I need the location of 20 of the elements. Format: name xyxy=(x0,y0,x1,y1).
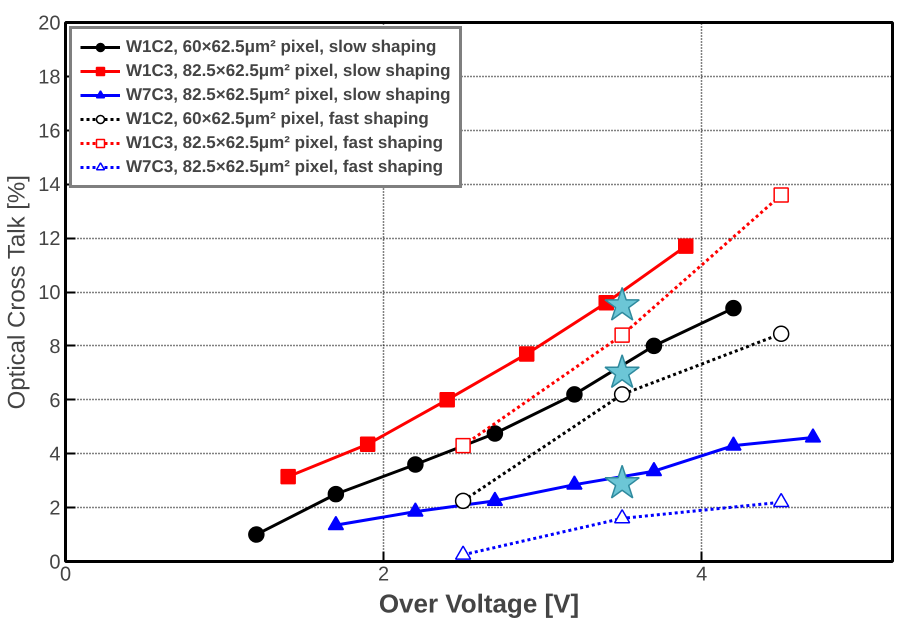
y-tick-label: 10 xyxy=(38,282,61,304)
legend-label: W7C3, 82.5×62.5μm² pixel, fast shaping xyxy=(126,157,443,177)
legend-label: W1C3, 82.5×62.5μm² pixel, fast shaping xyxy=(126,133,443,153)
legend-label: W7C3, 82.5×62.5μm² pixel, slow shaping xyxy=(126,85,451,105)
y-tick-label: 20 xyxy=(38,12,61,34)
y-tick-label: 4 xyxy=(49,444,60,466)
y-tick-label: 14 xyxy=(38,174,61,196)
legend-label: W1C2, 60×62.5μm² pixel, fast shaping xyxy=(126,109,429,129)
y-axis-title: Optical Cross Talk [%] xyxy=(3,175,30,410)
x-tick-label: 2 xyxy=(378,564,390,586)
y-tick-label: 12 xyxy=(38,228,61,250)
y-tick-label: 8 xyxy=(49,336,60,358)
y-tick-label: 2 xyxy=(49,498,60,520)
y-tick-label: 18 xyxy=(38,66,61,88)
y-tick-label: 16 xyxy=(38,120,61,142)
y-tick-label: 6 xyxy=(49,390,60,412)
legend-label: W1C3, 82.5×62.5μm² pixel, slow shaping xyxy=(126,61,451,81)
x-axis-title: Over Voltage [V] xyxy=(378,588,580,618)
x-tick-label: 4 xyxy=(696,564,708,586)
legend-label: W1C2, 60×62.5μm² pixel, slow shaping xyxy=(126,37,436,57)
